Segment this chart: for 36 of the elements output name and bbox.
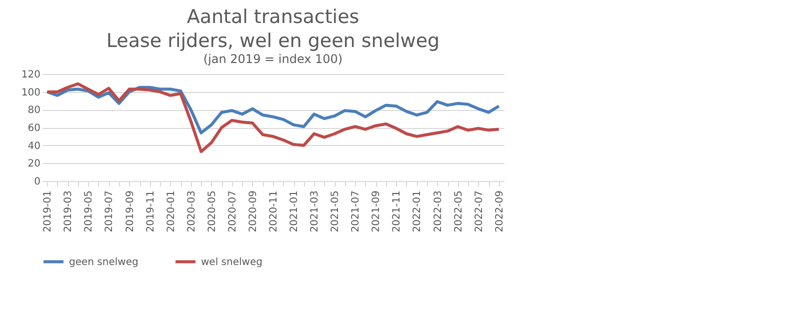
legend-label: geen snelweg [69,256,138,268]
x-tick-label: 2019-07 [104,190,116,232]
y-tick-label: 20 [28,158,40,170]
y-tick-label: 40 [28,140,40,152]
x-tick-label: 2022-09 [494,190,506,232]
x-tick-label: 2021-11 [392,190,403,232]
x-tick-label: 2022-03 [432,190,444,232]
y-tick-label: 100 [21,87,40,98]
chart-title: Aantal transacties Lease rijders, wel en geen snelweg [106,6,440,52]
x-tick-label: 2020-05 [206,190,218,232]
x-tick-label: 2020-09 [248,190,259,232]
line-series [46,86,500,134]
x-tick-label: 2019-09 [124,190,136,232]
legend-label: wel snelweg [201,256,262,268]
x-tick-label: 2021-07 [350,190,362,232]
x-tick-label: 2021-05 [330,190,342,232]
x-tick-label: 2021-09 [371,190,382,232]
x-tick-label: 2019-03 [63,190,74,232]
x-tick-label: 2022-05 [453,190,464,232]
x-tick-label: 2019-05 [84,190,95,232]
x-tick-label: 2021-03 [310,190,321,232]
x-tick-label: 2019-11 [145,190,156,232]
y-tick-label: 80 [28,105,40,116]
y-tick-label: 60 [28,123,40,134]
x-tick-label: 2019-01 [42,190,54,232]
x-tick-label: 2020-01 [166,190,177,232]
chart-subtitle: (jan 2019 = index 100) [203,52,343,66]
y-tick-label: 0 [34,176,40,188]
line-series [46,82,500,154]
x-tick-label: 2020-07 [227,190,238,232]
x-tick-label: 2022-01 [412,190,424,232]
x-tick-label: 2021-01 [289,190,300,232]
x-tick-label: 2020-11 [268,190,280,232]
x-tick-label: 2020-03 [186,190,198,232]
x-tick-label: 2022-07 [474,190,485,232]
y-tick-label: 120 [21,70,40,80]
